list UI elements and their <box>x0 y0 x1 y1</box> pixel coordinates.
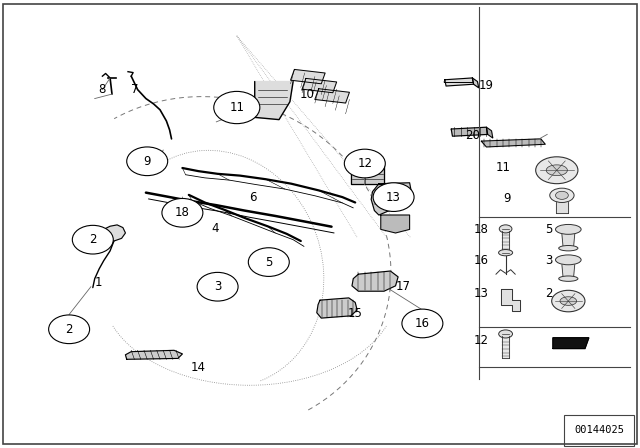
Text: 9: 9 <box>143 155 151 168</box>
Text: 12: 12 <box>474 334 489 347</box>
Text: 16: 16 <box>474 254 489 267</box>
Text: 2: 2 <box>65 323 73 336</box>
Polygon shape <box>562 234 575 248</box>
Ellipse shape <box>499 225 512 233</box>
Circle shape <box>344 149 385 178</box>
Polygon shape <box>371 183 413 215</box>
Ellipse shape <box>556 191 568 199</box>
Ellipse shape <box>559 246 578 251</box>
Polygon shape <box>472 78 479 88</box>
Ellipse shape <box>499 250 513 256</box>
Polygon shape <box>481 139 545 147</box>
Text: 13: 13 <box>386 190 401 204</box>
Polygon shape <box>302 78 337 93</box>
Text: 6: 6 <box>250 190 257 204</box>
Text: 18: 18 <box>175 206 190 220</box>
Polygon shape <box>553 338 589 349</box>
Text: 2: 2 <box>545 287 553 300</box>
Polygon shape <box>502 336 509 358</box>
Circle shape <box>402 309 443 338</box>
Circle shape <box>197 272 238 301</box>
Ellipse shape <box>560 297 577 306</box>
Ellipse shape <box>547 165 567 176</box>
Polygon shape <box>502 231 509 251</box>
Text: 00144025: 00144025 <box>574 426 624 435</box>
Polygon shape <box>562 265 575 279</box>
Text: 7: 7 <box>131 83 138 96</box>
Text: 4: 4 <box>211 222 219 235</box>
Ellipse shape <box>559 276 578 281</box>
Polygon shape <box>351 161 384 184</box>
Polygon shape <box>381 215 410 233</box>
Ellipse shape <box>556 255 581 265</box>
Circle shape <box>248 248 289 276</box>
Text: 19: 19 <box>479 78 493 92</box>
Text: 16: 16 <box>415 317 430 330</box>
Text: 10: 10 <box>300 87 314 101</box>
Text: 20: 20 <box>465 129 479 142</box>
Text: 8: 8 <box>99 83 106 96</box>
Text: 12: 12 <box>357 157 372 170</box>
Circle shape <box>127 147 168 176</box>
Polygon shape <box>501 289 520 311</box>
Text: 14: 14 <box>191 361 205 374</box>
Text: 15: 15 <box>348 307 362 320</box>
Ellipse shape <box>556 224 581 234</box>
Circle shape <box>72 225 113 254</box>
Text: 2: 2 <box>89 233 97 246</box>
Text: 1: 1 <box>95 276 102 289</box>
Circle shape <box>162 198 203 227</box>
Polygon shape <box>445 78 474 86</box>
Text: 3: 3 <box>545 254 553 267</box>
Polygon shape <box>125 350 182 359</box>
Text: 11: 11 <box>496 160 511 174</box>
Polygon shape <box>102 225 125 241</box>
Circle shape <box>214 91 260 124</box>
Polygon shape <box>486 127 493 138</box>
Polygon shape <box>451 127 488 136</box>
Text: 9: 9 <box>503 191 511 205</box>
Ellipse shape <box>550 188 574 202</box>
Circle shape <box>373 183 414 211</box>
Polygon shape <box>317 298 357 318</box>
Ellipse shape <box>552 290 585 312</box>
Ellipse shape <box>499 330 513 338</box>
Polygon shape <box>255 82 293 120</box>
Text: 5: 5 <box>545 223 553 236</box>
Circle shape <box>49 315 90 344</box>
Text: 11: 11 <box>229 101 244 114</box>
Polygon shape <box>352 271 398 291</box>
Text: 5: 5 <box>265 255 273 269</box>
Polygon shape <box>291 69 325 84</box>
Text: 18: 18 <box>474 223 489 236</box>
Text: 17: 17 <box>396 280 410 293</box>
Polygon shape <box>315 89 349 103</box>
Ellipse shape <box>536 157 578 184</box>
Polygon shape <box>556 202 568 213</box>
Text: 13: 13 <box>474 287 489 300</box>
Text: 3: 3 <box>214 280 221 293</box>
